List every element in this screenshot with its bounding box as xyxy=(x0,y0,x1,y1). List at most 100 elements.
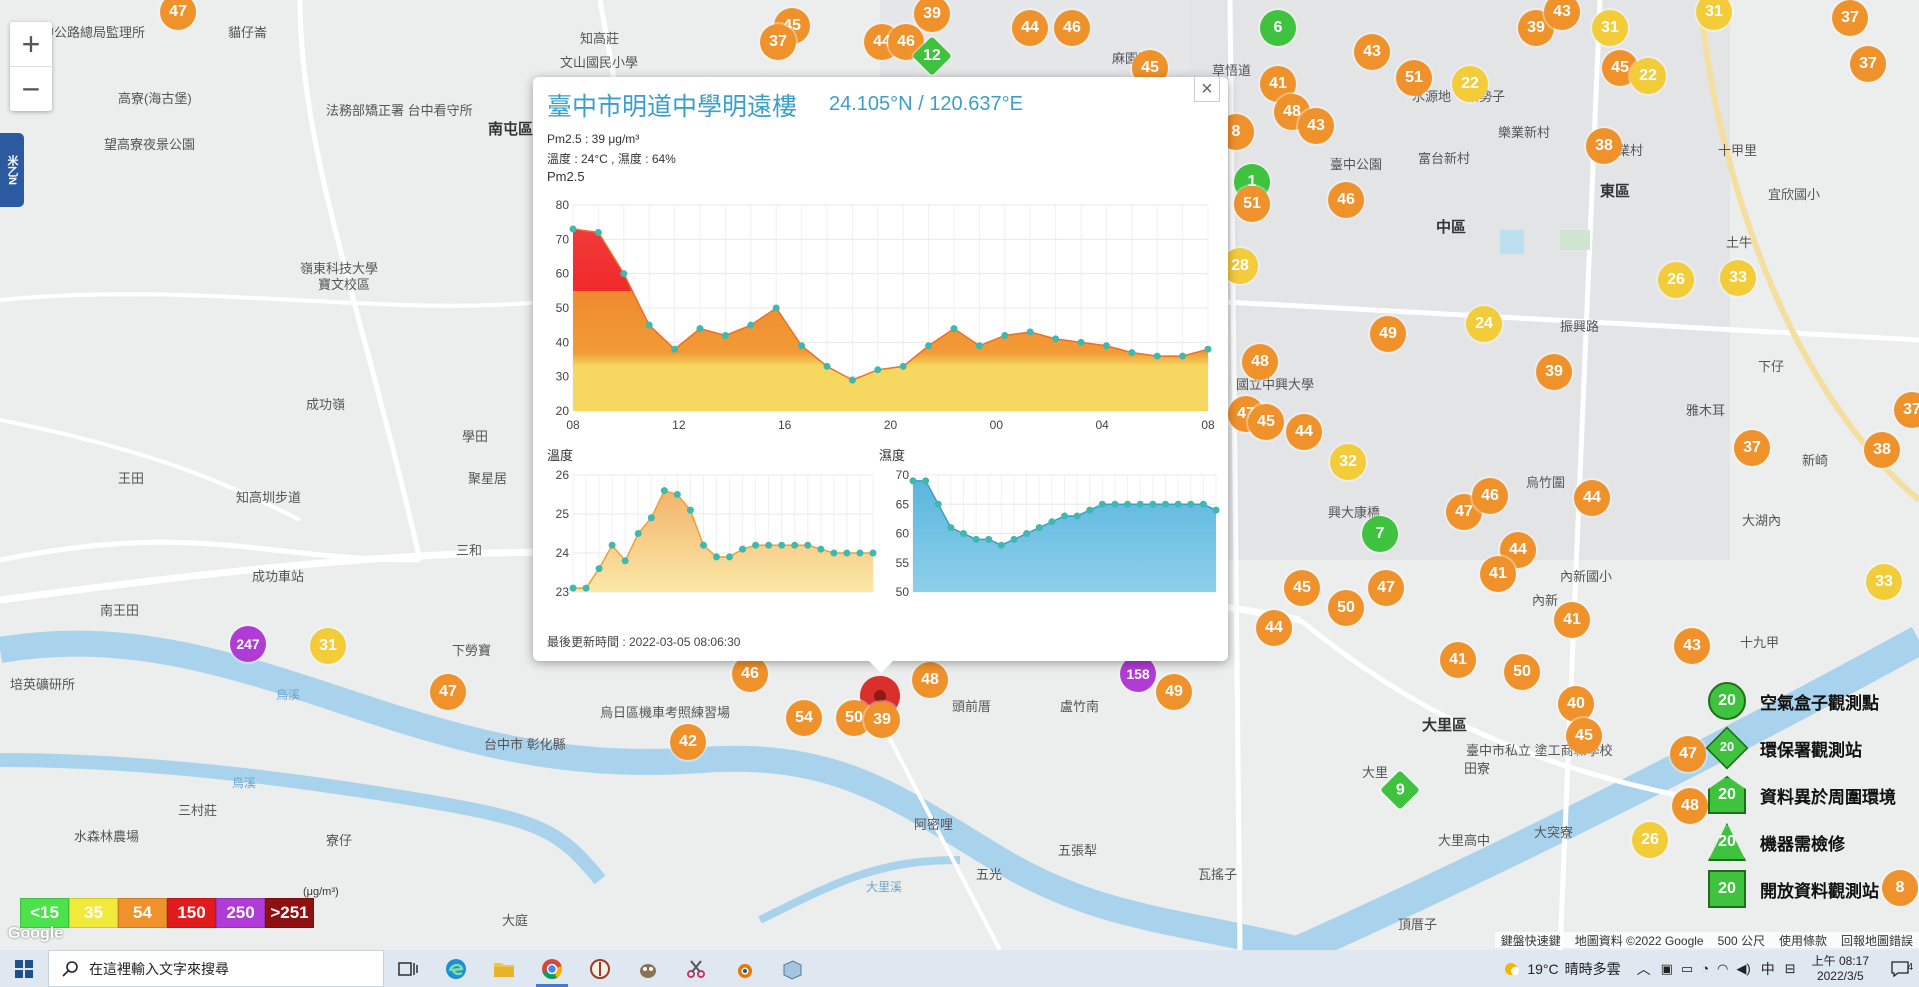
airbox-marker[interactable]: 38 xyxy=(1586,128,1622,164)
airbox-marker[interactable]: 6 xyxy=(1260,10,1296,46)
zoom-in-button[interactable]: + xyxy=(21,25,41,62)
clock[interactable]: 上午 08:17 2022/3/5 xyxy=(1812,954,1869,984)
airbox-marker[interactable]: 48 xyxy=(1242,344,1278,380)
station-legend-row[interactable]: 20 開放資料觀測站 xyxy=(1700,868,1919,908)
airbox-marker[interactable]: 54 xyxy=(786,700,822,736)
airbox-marker[interactable]: 41 xyxy=(1260,66,1296,102)
station-legend-row[interactable]: 20 環保署觀測站 xyxy=(1700,726,1919,770)
start-button[interactable] xyxy=(0,950,48,987)
network-icon[interactable]: ◔ xyxy=(1701,961,1710,976)
task-view-button[interactable] xyxy=(384,950,432,987)
airbox-marker[interactable]: 41 xyxy=(1554,602,1590,638)
airbox-marker[interactable]: 38 xyxy=(1864,432,1900,468)
place-label: 頭前厝 xyxy=(952,699,992,714)
chrome-button[interactable] xyxy=(528,950,576,987)
station-legend-row[interactable]: 20 機器需檢修 xyxy=(1700,821,1919,861)
airbox-marker[interactable]: 44 xyxy=(1286,414,1322,450)
airbox-marker[interactable]: 45 xyxy=(1284,570,1320,606)
app-generic-button[interactable] xyxy=(768,950,816,987)
station-legend-row[interactable]: 20 空氣盒子觀測點 xyxy=(1700,680,1919,720)
airbox-marker[interactable]: 158 xyxy=(1120,656,1156,692)
app-snipping-button[interactable] xyxy=(672,950,720,987)
airbox-marker[interactable]: 24 xyxy=(1466,306,1502,342)
ime-indicator[interactable]: 中 xyxy=(1760,960,1775,977)
airbox-marker[interactable]: 40 xyxy=(1558,686,1594,722)
airbox-marker[interactable]: 26 xyxy=(1658,262,1694,298)
airbox-marker[interactable]: 49 xyxy=(1156,674,1192,710)
airbox-marker[interactable]: 22 xyxy=(1452,66,1488,102)
airbox-marker[interactable]: 8 xyxy=(1882,870,1918,906)
airbox-marker[interactable]: 247 xyxy=(230,626,266,662)
airbox-marker[interactable]: 31 xyxy=(1592,10,1628,46)
battery-icon[interactable]: ▭ xyxy=(1680,960,1694,976)
airbox-marker[interactable]: 43 xyxy=(1674,628,1710,664)
wifi-icon[interactable]: ◠ xyxy=(1717,960,1729,976)
airbox-marker[interactable]: 46 xyxy=(1472,478,1508,514)
airbox-marker[interactable]: 43 xyxy=(1544,0,1580,30)
airbox-marker[interactable]: 33 xyxy=(1866,564,1902,600)
volume-icon[interactable]: ◀) xyxy=(1736,960,1751,976)
airbox-marker[interactable]: 51 xyxy=(1396,60,1432,96)
airbox-marker[interactable]: 47 xyxy=(1368,570,1404,606)
chevron-up-icon[interactable]: ︿ xyxy=(1636,960,1651,977)
airbox-marker[interactable]: 28 xyxy=(1222,248,1258,284)
app-blender-button[interactable] xyxy=(720,950,768,987)
airbox-marker[interactable]: 7 xyxy=(1362,516,1398,552)
airbox-marker[interactable]: 43 xyxy=(1298,108,1334,144)
airbox-marker[interactable]: 37 xyxy=(1894,392,1919,428)
weather-widget[interactable]: 19°C 晴時多雲 xyxy=(1503,959,1621,979)
keyboard-shortcuts-link[interactable]: 鍵盤快速鍵 xyxy=(1500,933,1561,948)
airbox-marker[interactable]: 44 xyxy=(1012,10,1048,46)
airbox-marker[interactable]: 46 xyxy=(888,24,924,60)
airbox-marker[interactable]: 39 xyxy=(864,702,900,738)
airbox-marker[interactable]: 37 xyxy=(1832,0,1868,36)
airbox-marker[interactable]: 45 xyxy=(1248,404,1284,440)
airbox-marker[interactable]: 31 xyxy=(310,628,346,664)
map-scale[interactable]: 500 公尺 xyxy=(1717,933,1765,948)
keyboard-layout-icon[interactable]: ⊟ xyxy=(1784,960,1796,976)
airbox-marker[interactable]: 45 xyxy=(1602,50,1638,86)
airbox-marker[interactable]: 41 xyxy=(1480,556,1516,592)
app-compass-button[interactable] xyxy=(576,950,624,987)
airbox-marker[interactable]: 31 xyxy=(1696,0,1732,30)
airbox-marker[interactable]: 22 xyxy=(1630,58,1666,94)
airbox-marker[interactable]: 50 xyxy=(1328,590,1364,626)
close-popup-button[interactable]: × xyxy=(1194,77,1220,102)
airbox-marker[interactable]: 47 xyxy=(160,0,196,30)
airbox-marker[interactable]: 37 xyxy=(1850,46,1886,82)
airbox-marker[interactable]: 49 xyxy=(1370,316,1406,352)
app-gimp-button[interactable] xyxy=(624,950,672,987)
airbox-marker[interactable]: 46 xyxy=(1328,182,1364,218)
file-explorer-button[interactable] xyxy=(480,950,528,987)
airbox-marker[interactable]: 42 xyxy=(670,724,706,760)
airbox-marker[interactable]: 33 xyxy=(1720,260,1756,296)
airbox-marker[interactable]: 50 xyxy=(1504,654,1540,690)
notification-button[interactable]: 4 xyxy=(1881,960,1919,977)
zoom-out-button[interactable]: − xyxy=(10,66,52,111)
airbox-marker[interactable]: 32 xyxy=(1330,444,1366,480)
airbox-marker[interactable]: 44 xyxy=(1256,610,1292,646)
airbox-marker[interactable]: 26 xyxy=(1632,822,1668,858)
airbox-marker[interactable]: 47 xyxy=(430,674,466,710)
airbox-marker[interactable]: 51 xyxy=(1234,186,1270,222)
terms-link[interactable]: 使用條款 xyxy=(1778,933,1827,948)
side-panel-toggle[interactable]: 米乙N xyxy=(0,133,24,207)
airbox-marker[interactable]: 46 xyxy=(732,656,768,692)
airbox-marker[interactable]: 39 xyxy=(1536,354,1572,390)
airbox-marker[interactable]: 48 xyxy=(912,662,948,698)
taskbar-search-box[interactable]: 在這裡輸入文字來搜尋 xyxy=(48,950,384,987)
airbox-marker[interactable]: 46 xyxy=(1054,10,1090,46)
airbox-marker[interactable]: 48 xyxy=(1672,788,1708,824)
airbox-marker[interactable]: 39 xyxy=(914,0,950,32)
airbox-marker[interactable]: 47 xyxy=(1670,736,1706,772)
airbox-marker[interactable]: 41 xyxy=(1440,642,1476,678)
airbox-marker[interactable]: 37 xyxy=(760,24,796,60)
edge-button[interactable] xyxy=(432,950,480,987)
tray-app-icon[interactable]: ▣ xyxy=(1660,960,1673,976)
report-error-link[interactable]: 回報地圖錯誤 xyxy=(1840,933,1913,948)
station-legend-row[interactable]: 20 資料異於周圍環境 xyxy=(1700,774,1919,814)
airbox-marker[interactable]: 45 xyxy=(1566,718,1602,754)
airbox-marker[interactable]: 37 xyxy=(1734,430,1770,466)
airbox-marker[interactable]: 44 xyxy=(1574,480,1610,516)
airbox-marker[interactable]: 43 xyxy=(1354,34,1390,70)
